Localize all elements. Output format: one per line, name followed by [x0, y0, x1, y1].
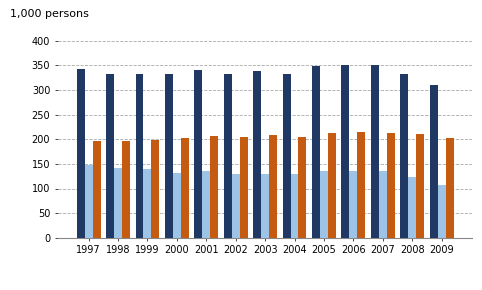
Bar [429, 85, 438, 238]
Bar [122, 141, 130, 238]
Text: 1,000 persons: 1,000 persons [10, 9, 89, 19]
Bar [387, 133, 395, 238]
Bar [328, 133, 336, 238]
Bar [77, 69, 85, 238]
Bar [114, 168, 122, 238]
Bar [144, 169, 151, 238]
Bar [298, 137, 307, 238]
Bar [106, 74, 114, 238]
Bar [408, 177, 416, 238]
Bar [173, 173, 181, 238]
Bar [312, 66, 320, 238]
Bar [165, 74, 173, 238]
Bar [349, 171, 357, 238]
Bar [181, 138, 189, 238]
Bar [320, 171, 328, 238]
Bar [151, 140, 160, 238]
Bar [202, 171, 210, 238]
Bar [400, 74, 408, 238]
Bar [282, 74, 291, 238]
Bar [224, 74, 232, 238]
Bar [357, 132, 365, 238]
Bar [194, 70, 202, 238]
Bar [210, 136, 218, 238]
Bar [371, 65, 379, 238]
Bar [416, 134, 424, 238]
Bar [445, 138, 454, 238]
Bar [261, 174, 269, 238]
Bar [269, 135, 277, 238]
Bar [240, 137, 248, 238]
Bar [253, 71, 261, 238]
Bar [232, 174, 240, 238]
Bar [93, 141, 101, 238]
Bar [438, 184, 445, 238]
Bar [379, 171, 387, 238]
Legend: Both sexes, Males, Females: Both sexes, Males, Females [156, 287, 375, 290]
Bar [85, 165, 93, 238]
Bar [341, 65, 349, 238]
Bar [291, 174, 298, 238]
Bar [135, 74, 144, 238]
